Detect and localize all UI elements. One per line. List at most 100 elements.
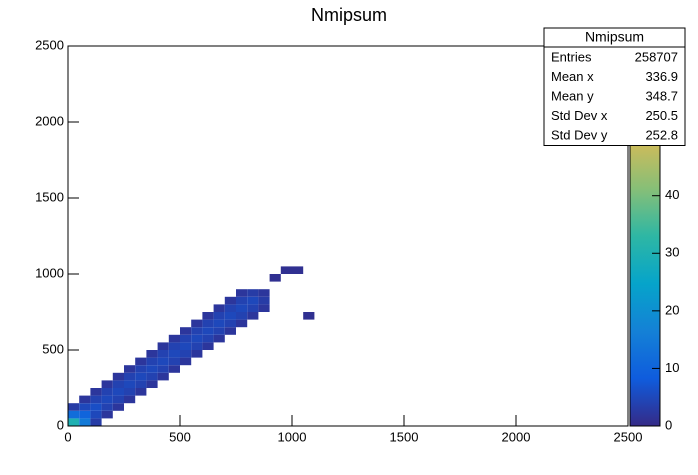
cell xyxy=(112,372,124,381)
chart-title: Nmipsum xyxy=(311,5,387,25)
cell xyxy=(191,319,203,328)
y-tick-label: 0 xyxy=(57,417,64,432)
stats-value: 252.8 xyxy=(645,127,678,142)
cell xyxy=(168,342,180,350)
plot-frame xyxy=(67,45,629,427)
z-tick-label: 20 xyxy=(665,302,679,317)
cell xyxy=(135,357,147,366)
cell xyxy=(112,403,124,411)
cell xyxy=(168,334,180,343)
cell xyxy=(135,365,147,373)
cell xyxy=(101,410,113,419)
x-tick-label: 1500 xyxy=(390,429,419,444)
stats-value: 250.5 xyxy=(645,108,678,123)
x-tick-label: 0 xyxy=(64,429,71,444)
stats-title: Nmipsum xyxy=(585,29,644,45)
cell xyxy=(213,327,225,335)
cell xyxy=(157,357,169,366)
stats-label: Std Dev x xyxy=(551,108,608,123)
stats-box: Nmipsum Entries 258707 Mean x 336.9 Mean y 348… xyxy=(543,27,686,146)
cell xyxy=(124,380,136,388)
cell xyxy=(112,388,124,396)
cell xyxy=(90,410,102,419)
stats-value: 336.9 xyxy=(645,69,678,84)
x-tick-label: 2500 xyxy=(614,429,643,444)
cell xyxy=(101,395,113,404)
cell xyxy=(168,350,180,358)
cell xyxy=(101,403,113,411)
cell xyxy=(157,372,169,381)
cell xyxy=(180,327,192,335)
cell xyxy=(224,304,236,312)
cell xyxy=(101,380,113,388)
cell xyxy=(180,334,192,343)
cell xyxy=(247,312,259,320)
cell xyxy=(146,357,158,366)
cell xyxy=(124,365,136,373)
z-tick-label: 30 xyxy=(665,245,679,260)
x-tick-label: 500 xyxy=(169,429,191,444)
cell xyxy=(202,327,214,335)
cell xyxy=(224,296,236,305)
x-tick-label: 2000 xyxy=(502,429,531,444)
cell xyxy=(168,365,180,373)
cell xyxy=(79,418,91,426)
cell xyxy=(180,350,192,358)
cell xyxy=(191,342,203,350)
cell xyxy=(146,372,158,381)
z-tick-label: 0 xyxy=(665,417,672,432)
cell xyxy=(180,357,192,366)
cell xyxy=(213,312,225,320)
cell xyxy=(146,350,158,358)
cell xyxy=(135,380,147,388)
cell xyxy=(236,312,248,320)
stats-value: 348.7 xyxy=(645,88,678,103)
cell xyxy=(247,304,259,312)
cell xyxy=(157,350,169,358)
cell xyxy=(146,380,158,388)
cell xyxy=(168,357,180,366)
cell xyxy=(191,334,203,343)
y-tick-label: 2500 xyxy=(35,37,64,52)
cell xyxy=(68,418,80,426)
cell xyxy=(191,327,203,335)
cell xyxy=(202,319,214,328)
stats-frame xyxy=(543,27,686,146)
cell xyxy=(101,388,113,396)
cell xyxy=(112,395,124,404)
cell xyxy=(224,327,236,335)
cell xyxy=(269,274,281,282)
y-tick-label: 500 xyxy=(42,341,64,356)
cell xyxy=(247,289,259,297)
cell xyxy=(280,266,292,274)
y-tick-label: 1500 xyxy=(35,189,64,204)
cell xyxy=(79,410,91,419)
stats-label: Std Dev y xyxy=(551,127,608,142)
cell xyxy=(157,365,169,373)
cell xyxy=(79,403,91,411)
cell xyxy=(258,296,270,305)
cell xyxy=(79,395,91,404)
cell xyxy=(213,304,225,312)
cell xyxy=(236,319,248,328)
y-tick-label: 2000 xyxy=(35,113,64,128)
cell xyxy=(135,372,147,381)
cell xyxy=(90,418,102,426)
cell xyxy=(146,365,158,373)
cell xyxy=(135,388,147,396)
cell xyxy=(202,334,214,343)
x-tick-label: 1000 xyxy=(278,429,307,444)
cell xyxy=(213,319,225,328)
cell xyxy=(124,388,136,396)
cell xyxy=(258,289,270,297)
z-tick-label: 40 xyxy=(665,187,679,202)
cell xyxy=(224,312,236,320)
cell xyxy=(213,334,225,343)
cell xyxy=(112,380,124,388)
cell xyxy=(247,296,259,305)
cell xyxy=(236,304,248,312)
cell xyxy=(258,304,270,312)
stats-label: Entries xyxy=(551,49,592,64)
